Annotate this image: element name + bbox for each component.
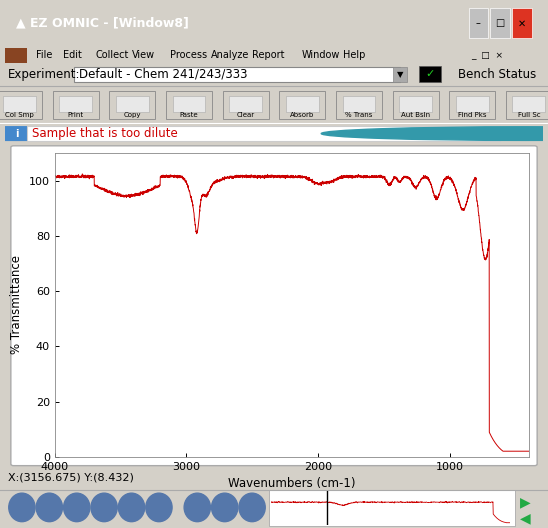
Circle shape	[0, 127, 221, 140]
FancyBboxPatch shape	[286, 96, 319, 112]
Text: ▶: ▶	[520, 495, 530, 510]
FancyBboxPatch shape	[173, 96, 206, 112]
FancyBboxPatch shape	[27, 126, 500, 141]
FancyBboxPatch shape	[512, 8, 532, 38]
FancyBboxPatch shape	[3, 96, 36, 112]
Text: Clear: Clear	[237, 112, 255, 118]
Text: ✕: ✕	[518, 18, 526, 28]
FancyBboxPatch shape	[506, 91, 548, 119]
FancyBboxPatch shape	[490, 8, 510, 38]
Text: X:(3156.675) Y:(8.432): X:(3156.675) Y:(8.432)	[8, 473, 134, 483]
Text: Window: Window	[301, 51, 340, 60]
FancyBboxPatch shape	[74, 67, 400, 82]
FancyBboxPatch shape	[269, 490, 515, 526]
Text: ▼: ▼	[397, 70, 404, 79]
FancyBboxPatch shape	[392, 91, 438, 119]
Text: Sample that is too dilute: Sample that is too dilute	[32, 127, 178, 140]
FancyBboxPatch shape	[116, 96, 149, 112]
FancyBboxPatch shape	[419, 67, 441, 82]
Text: Aut Bsln: Aut Bsln	[401, 112, 430, 118]
FancyBboxPatch shape	[449, 91, 495, 119]
Ellipse shape	[9, 493, 35, 522]
Bar	[5, 48, 27, 63]
FancyBboxPatch shape	[512, 96, 545, 112]
FancyBboxPatch shape	[399, 96, 432, 112]
Text: ✓: ✓	[425, 70, 435, 79]
Ellipse shape	[36, 493, 62, 522]
Text: Analyze: Analyze	[211, 51, 249, 60]
Ellipse shape	[146, 493, 172, 522]
FancyBboxPatch shape	[59, 96, 92, 112]
Ellipse shape	[212, 493, 238, 522]
FancyBboxPatch shape	[336, 91, 382, 119]
Text: Print: Print	[68, 112, 84, 118]
Text: Bench Status: Bench Status	[458, 68, 536, 81]
FancyBboxPatch shape	[279, 91, 326, 119]
FancyBboxPatch shape	[53, 91, 99, 119]
X-axis label: Wavenumbers (cm-1): Wavenumbers (cm-1)	[228, 477, 356, 490]
Text: Default - Chem 241/243/333: Default - Chem 241/243/333	[79, 68, 248, 81]
Text: File: File	[36, 51, 52, 60]
FancyBboxPatch shape	[0, 91, 42, 119]
Text: Paste: Paste	[180, 112, 198, 118]
FancyBboxPatch shape	[456, 96, 489, 112]
FancyBboxPatch shape	[469, 8, 488, 38]
FancyBboxPatch shape	[11, 146, 537, 466]
Ellipse shape	[91, 493, 117, 522]
Text: □: □	[495, 18, 504, 28]
Text: Edit: Edit	[63, 51, 82, 60]
Ellipse shape	[184, 493, 210, 522]
Text: Collect: Collect	[96, 51, 129, 60]
Text: _  □  ×: _ □ ×	[471, 51, 503, 60]
FancyBboxPatch shape	[222, 91, 269, 119]
Text: ▲ EZ OMNIC - [Window8]: ▲ EZ OMNIC - [Window8]	[16, 17, 189, 30]
Text: Absorb: Absorb	[290, 112, 315, 118]
Text: i: i	[15, 129, 19, 138]
FancyBboxPatch shape	[229, 96, 262, 112]
Text: Help: Help	[342, 51, 365, 60]
Text: % Trans: % Trans	[345, 112, 373, 118]
Y-axis label: % Transmittance: % Transmittance	[10, 256, 24, 354]
FancyBboxPatch shape	[166, 91, 212, 119]
Ellipse shape	[239, 493, 265, 522]
Text: –: –	[476, 18, 480, 28]
Text: Process: Process	[170, 51, 207, 60]
Text: Find Pks: Find Pks	[458, 112, 487, 118]
FancyBboxPatch shape	[393, 67, 407, 82]
Text: Full Sc: Full Sc	[517, 112, 540, 118]
Ellipse shape	[118, 493, 145, 522]
FancyBboxPatch shape	[110, 91, 156, 119]
Text: ◀: ◀	[520, 511, 530, 525]
Text: Col Smp: Col Smp	[5, 112, 33, 118]
FancyBboxPatch shape	[342, 96, 375, 112]
Text: Copy: Copy	[124, 112, 141, 118]
Text: Experiment:: Experiment:	[8, 68, 81, 81]
Circle shape	[321, 127, 548, 140]
Text: View: View	[132, 51, 155, 60]
Text: Report: Report	[252, 51, 284, 60]
Ellipse shape	[64, 493, 90, 522]
